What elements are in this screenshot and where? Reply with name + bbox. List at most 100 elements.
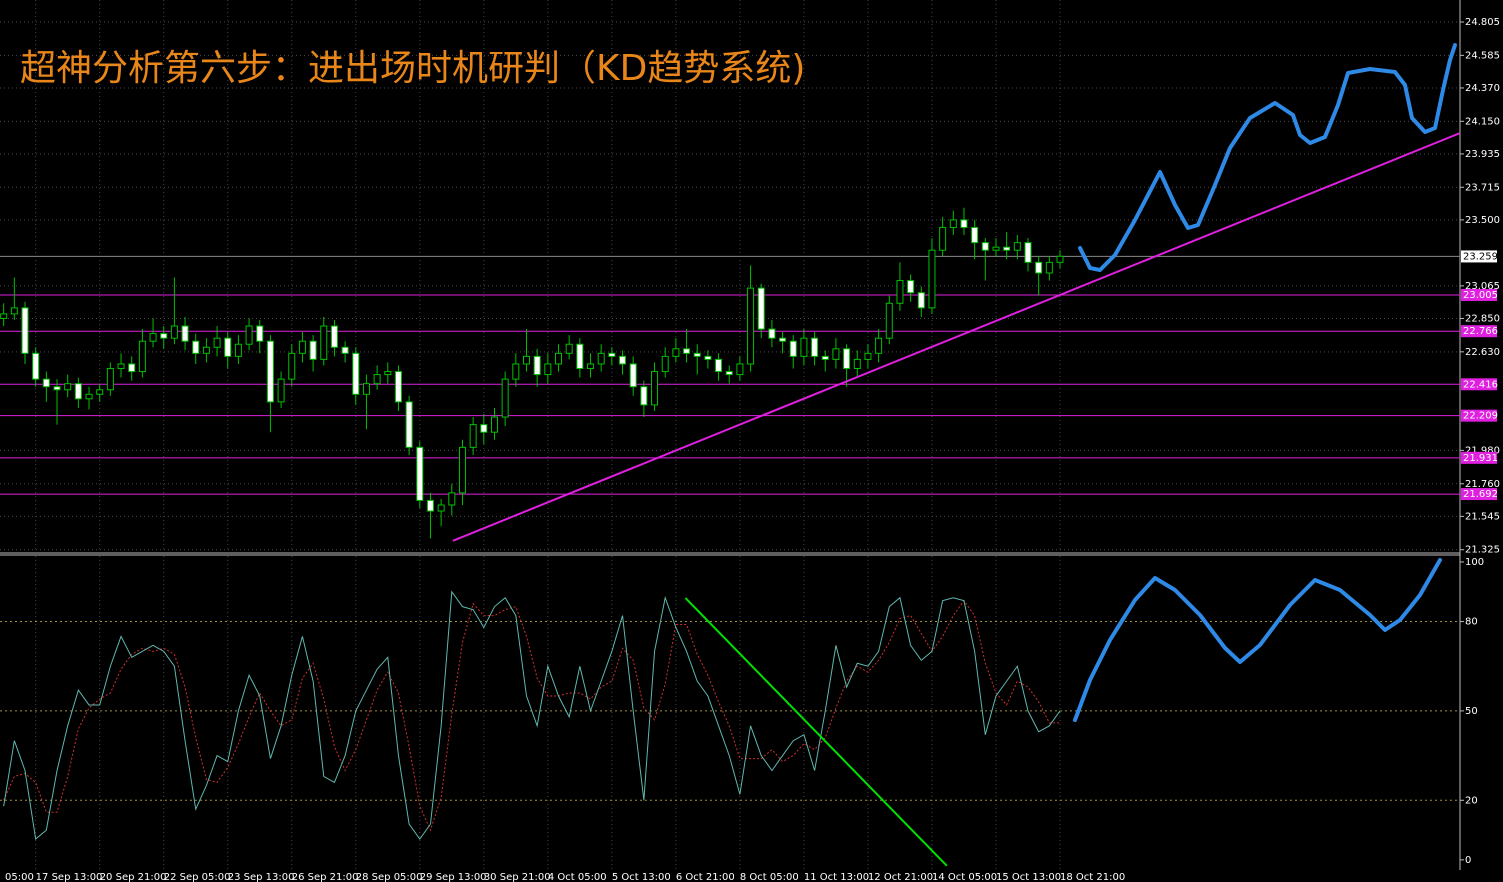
candle-body: [448, 492, 456, 506]
candle-body: [138, 340, 146, 373]
x-tick-label: 5 Oct 13:00: [612, 872, 671, 882]
x-tick-label: 17 Sep 13:00: [36, 872, 103, 882]
y-tick-label: 23.715: [1465, 182, 1500, 193]
candle-body: [832, 348, 840, 360]
level-label: 21.931: [1463, 453, 1498, 464]
candle-body: [1045, 261, 1053, 274]
stochastic-panel: [0, 556, 1460, 870]
candle-body: [213, 337, 221, 348]
projection-drawings: [1073, 43, 1457, 722]
candle-body: [736, 363, 744, 376]
candle-body: [394, 371, 402, 403]
level-label-box: [1461, 325, 1497, 338]
x-tick-label: 6 Oct 21:00: [676, 872, 735, 882]
candle-body: [64, 383, 72, 391]
candle-body: [544, 363, 552, 376]
price-panel: [0, 0, 1460, 552]
candle-body: [587, 363, 595, 370]
candle-body: [800, 337, 808, 357]
candle-body: [426, 499, 434, 512]
candle-body: [672, 348, 680, 357]
candle-body: [106, 368, 114, 391]
candle-body: [608, 352, 616, 357]
candle-body: [480, 424, 488, 433]
y-tick-label: 24.150: [1465, 116, 1500, 127]
level-label-box: [1461, 409, 1497, 422]
candle-body: [277, 378, 285, 403]
candle-body: [202, 346, 210, 354]
candle-body: [1003, 246, 1011, 251]
candle-body: [234, 343, 242, 357]
x-tick-label: 12 Oct 21:00: [868, 872, 933, 882]
y-tick-label: 20: [1465, 795, 1478, 806]
level-label: 22.766: [1463, 326, 1498, 337]
x-tick-label: 14 Oct 05:00: [932, 872, 997, 882]
candle-body: [1024, 242, 1032, 263]
candle-body: [811, 337, 819, 357]
y-tick-label: 21.545: [1465, 511, 1500, 522]
candle-body: [298, 340, 306, 354]
candle-body: [757, 287, 765, 330]
candle-body: [533, 355, 541, 376]
candle-body: [853, 358, 861, 370]
y-tick-label: 21.760: [1465, 479, 1500, 490]
y-tick-label: 22.630: [1465, 347, 1500, 358]
candle-body: [256, 325, 264, 342]
candle-body: [960, 219, 968, 228]
candle-body: [96, 389, 104, 395]
y-tick-label: 22.850: [1465, 313, 1500, 324]
candle-body: [981, 242, 989, 251]
candle-body: [789, 340, 797, 357]
level-label: 22.209: [1463, 411, 1498, 422]
x-tick-label: 28 Sep 05:00: [356, 872, 423, 882]
price-label: 23.259: [1463, 251, 1498, 262]
candle-body: [779, 337, 787, 342]
candle-body: [373, 374, 381, 385]
y-tick-label: 80: [1465, 617, 1478, 628]
candle-body: [885, 302, 893, 339]
candle-body: [683, 348, 691, 354]
candle-body: [747, 287, 755, 365]
candle-body: [821, 355, 829, 360]
level-label: 21.692: [1463, 489, 1498, 500]
x-tick-label: 20 Sep 21:00: [100, 872, 167, 882]
candle-body: [651, 371, 659, 406]
x-tick-label: 11 Oct 13:00: [804, 872, 869, 882]
y-tick-label: 0: [1465, 855, 1471, 866]
candle-body: [1013, 242, 1021, 251]
candle-body: [768, 328, 776, 339]
candle-body: [875, 337, 883, 354]
candle-body: [629, 363, 637, 388]
candle-body: [917, 292, 925, 309]
candle-body: [725, 371, 733, 376]
y-tick-label: 23.500: [1465, 215, 1500, 226]
candle-body: [523, 355, 530, 365]
candle-body: [330, 325, 338, 348]
y-tick-label: 23.065: [1465, 281, 1500, 292]
candle-body: [928, 249, 936, 309]
level-label-box: [1461, 378, 1497, 391]
candle-body: [555, 352, 563, 365]
candle-body: [992, 246, 1000, 251]
level-label-box: [1461, 451, 1497, 464]
candle-body: [704, 355, 712, 360]
candle-body: [501, 378, 509, 418]
y-tick-label: 24.805: [1465, 17, 1500, 28]
chart-title: 超神分析第六步：进出场时机研判（KD趋势系统): [20, 48, 805, 89]
candle-body: [352, 352, 360, 395]
price-label-box: [1461, 250, 1497, 263]
level-label: 22.416: [1463, 379, 1498, 390]
candle-body: [576, 343, 584, 370]
x-tick-label: 15 Oct 13:00: [996, 872, 1061, 882]
candle-body: [192, 340, 200, 354]
candle-body: [661, 355, 669, 373]
candle-body: [266, 340, 274, 403]
candle-body: [320, 325, 328, 360]
candle-body: [160, 333, 168, 339]
candle-body: [309, 340, 317, 360]
candle-body: [362, 383, 370, 395]
candle-body: [224, 337, 232, 357]
